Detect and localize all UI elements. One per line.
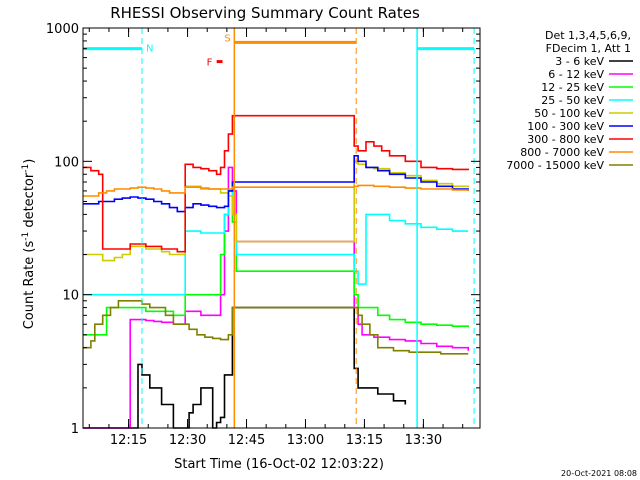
legend-label: 3 - 6 keV <box>555 55 604 68</box>
chart-title: RHESSI Observing Summary Count Rates <box>110 4 420 22</box>
legend-label: 100 - 300 keV <box>527 120 604 133</box>
x-tick-label: 12:45 <box>228 433 265 448</box>
y-axis-label-sup1: -1 <box>21 232 31 241</box>
axes: 1 10 100 1000 12:15 12:30 12:45 13:00 13:15 13:30 <box>46 22 481 448</box>
series-line-8 <box>83 300 469 355</box>
s-label: S <box>224 33 230 44</box>
y-axis-label-end: ) <box>22 159 37 164</box>
legend-header-line: FDecim 1, Att 1 <box>546 42 631 55</box>
legend-label: 6 - 12 keV <box>548 68 604 81</box>
series-line-3 <box>83 190 469 296</box>
y-tick-label: 100 <box>54 155 79 170</box>
n-label: N <box>146 44 153 55</box>
x-tick-label: 13:15 <box>346 433 383 448</box>
y-axis-label: Count Rate (s-1 detector-1) <box>21 159 37 330</box>
x-axis-label: Start Time (16-Oct-02 12:03:22) <box>174 457 384 472</box>
x-tick-label: 13:00 <box>287 433 324 448</box>
y-tick-label: 10 <box>62 289 79 304</box>
legend-label: 50 - 100 keV <box>534 107 604 120</box>
plot-area: N S F <box>83 28 475 429</box>
series-line-2 <box>83 190 469 336</box>
legend: Det 1,3,4,5,6,9,FDecim 1, Att 13 - 6 keV… <box>506 29 633 172</box>
y-axis-label-main: Count Rate (s <box>22 241 37 330</box>
x-tick-label: 13:30 <box>405 433 442 448</box>
series-line-1 <box>83 166 469 429</box>
y-tick-label: 1 <box>71 422 79 437</box>
y-tick-label: 1000 <box>46 22 79 37</box>
series-line-4 <box>83 160 469 262</box>
series-line-5 <box>83 155 469 213</box>
series-line-7 <box>83 184 469 197</box>
x-tick-label: 12:30 <box>169 433 206 448</box>
series-line-0 <box>83 306 407 429</box>
legend-label: 12 - 25 keV <box>541 81 604 94</box>
series-line-6 <box>83 114 469 253</box>
legend-label: 7000 - 15000 keV <box>506 159 604 172</box>
legend-label: 300 - 800 keV <box>527 133 604 146</box>
legend-label: 25 - 50 keV <box>541 94 604 107</box>
legend-label: 800 - 7000 keV <box>520 146 604 159</box>
y-axis-label-sup2: -1 <box>21 164 31 173</box>
axes-frame <box>82 27 481 429</box>
legend-header-line: Det 1,3,4,5,6,9, <box>545 29 631 42</box>
f-label: F <box>207 58 213 69</box>
x-tick-label: 12:15 <box>110 433 147 448</box>
y-axis-label-mid: detector <box>22 172 37 232</box>
footer-timestamp: 20-Oct-2021 08:08 <box>561 469 637 478</box>
